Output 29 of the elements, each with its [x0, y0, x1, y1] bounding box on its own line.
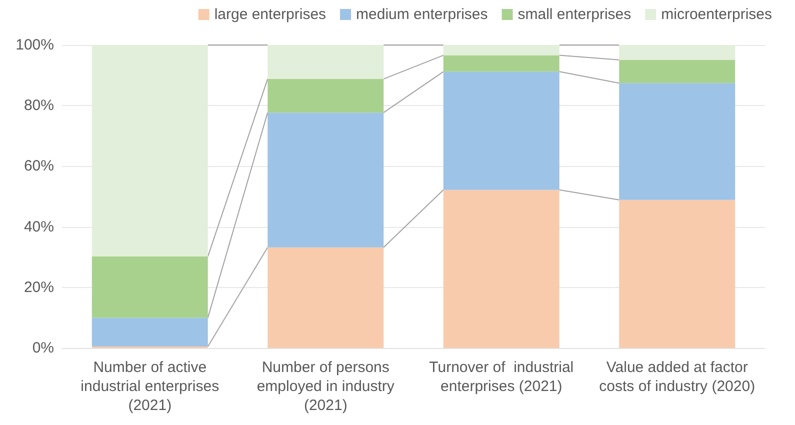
bar [443, 72, 560, 190]
y-tick-label: 100% [16, 36, 54, 54]
bar [443, 190, 560, 348]
legend-label: small enterprises [518, 6, 632, 23]
bar [92, 318, 208, 346]
bar [619, 83, 736, 200]
y-tick-label: 60% [24, 158, 54, 175]
x-tick-label: Number of persons employed in industry (2021) [256, 359, 395, 414]
bar [443, 55, 560, 72]
y-tick-label: 80% [24, 97, 54, 114]
bar [268, 112, 384, 248]
bar [619, 60, 736, 84]
legend-label: large enterprises [214, 6, 326, 23]
legend-label: microenterprises [661, 6, 772, 23]
bar [443, 45, 560, 56]
bar [92, 256, 208, 318]
bar [268, 78, 384, 113]
x-tick-label: Value added at factor costs of industry (2020) [599, 359, 756, 395]
bar [268, 247, 384, 348]
bar [268, 45, 384, 79]
bar [619, 45, 736, 60]
y-tick-label: 20% [24, 278, 54, 296]
x-tick-label: Number of active industrial enterprises (2021) [80, 359, 220, 414]
y-tick-label: 40% [24, 218, 54, 236]
bar [92, 45, 208, 256]
legend-label: medium enterprises [356, 6, 488, 23]
bar [619, 200, 736, 348]
x-tick-label: Turnover of industrial enterprises (2021) [429, 359, 574, 395]
y-tick-label: 0% [32, 340, 54, 356]
